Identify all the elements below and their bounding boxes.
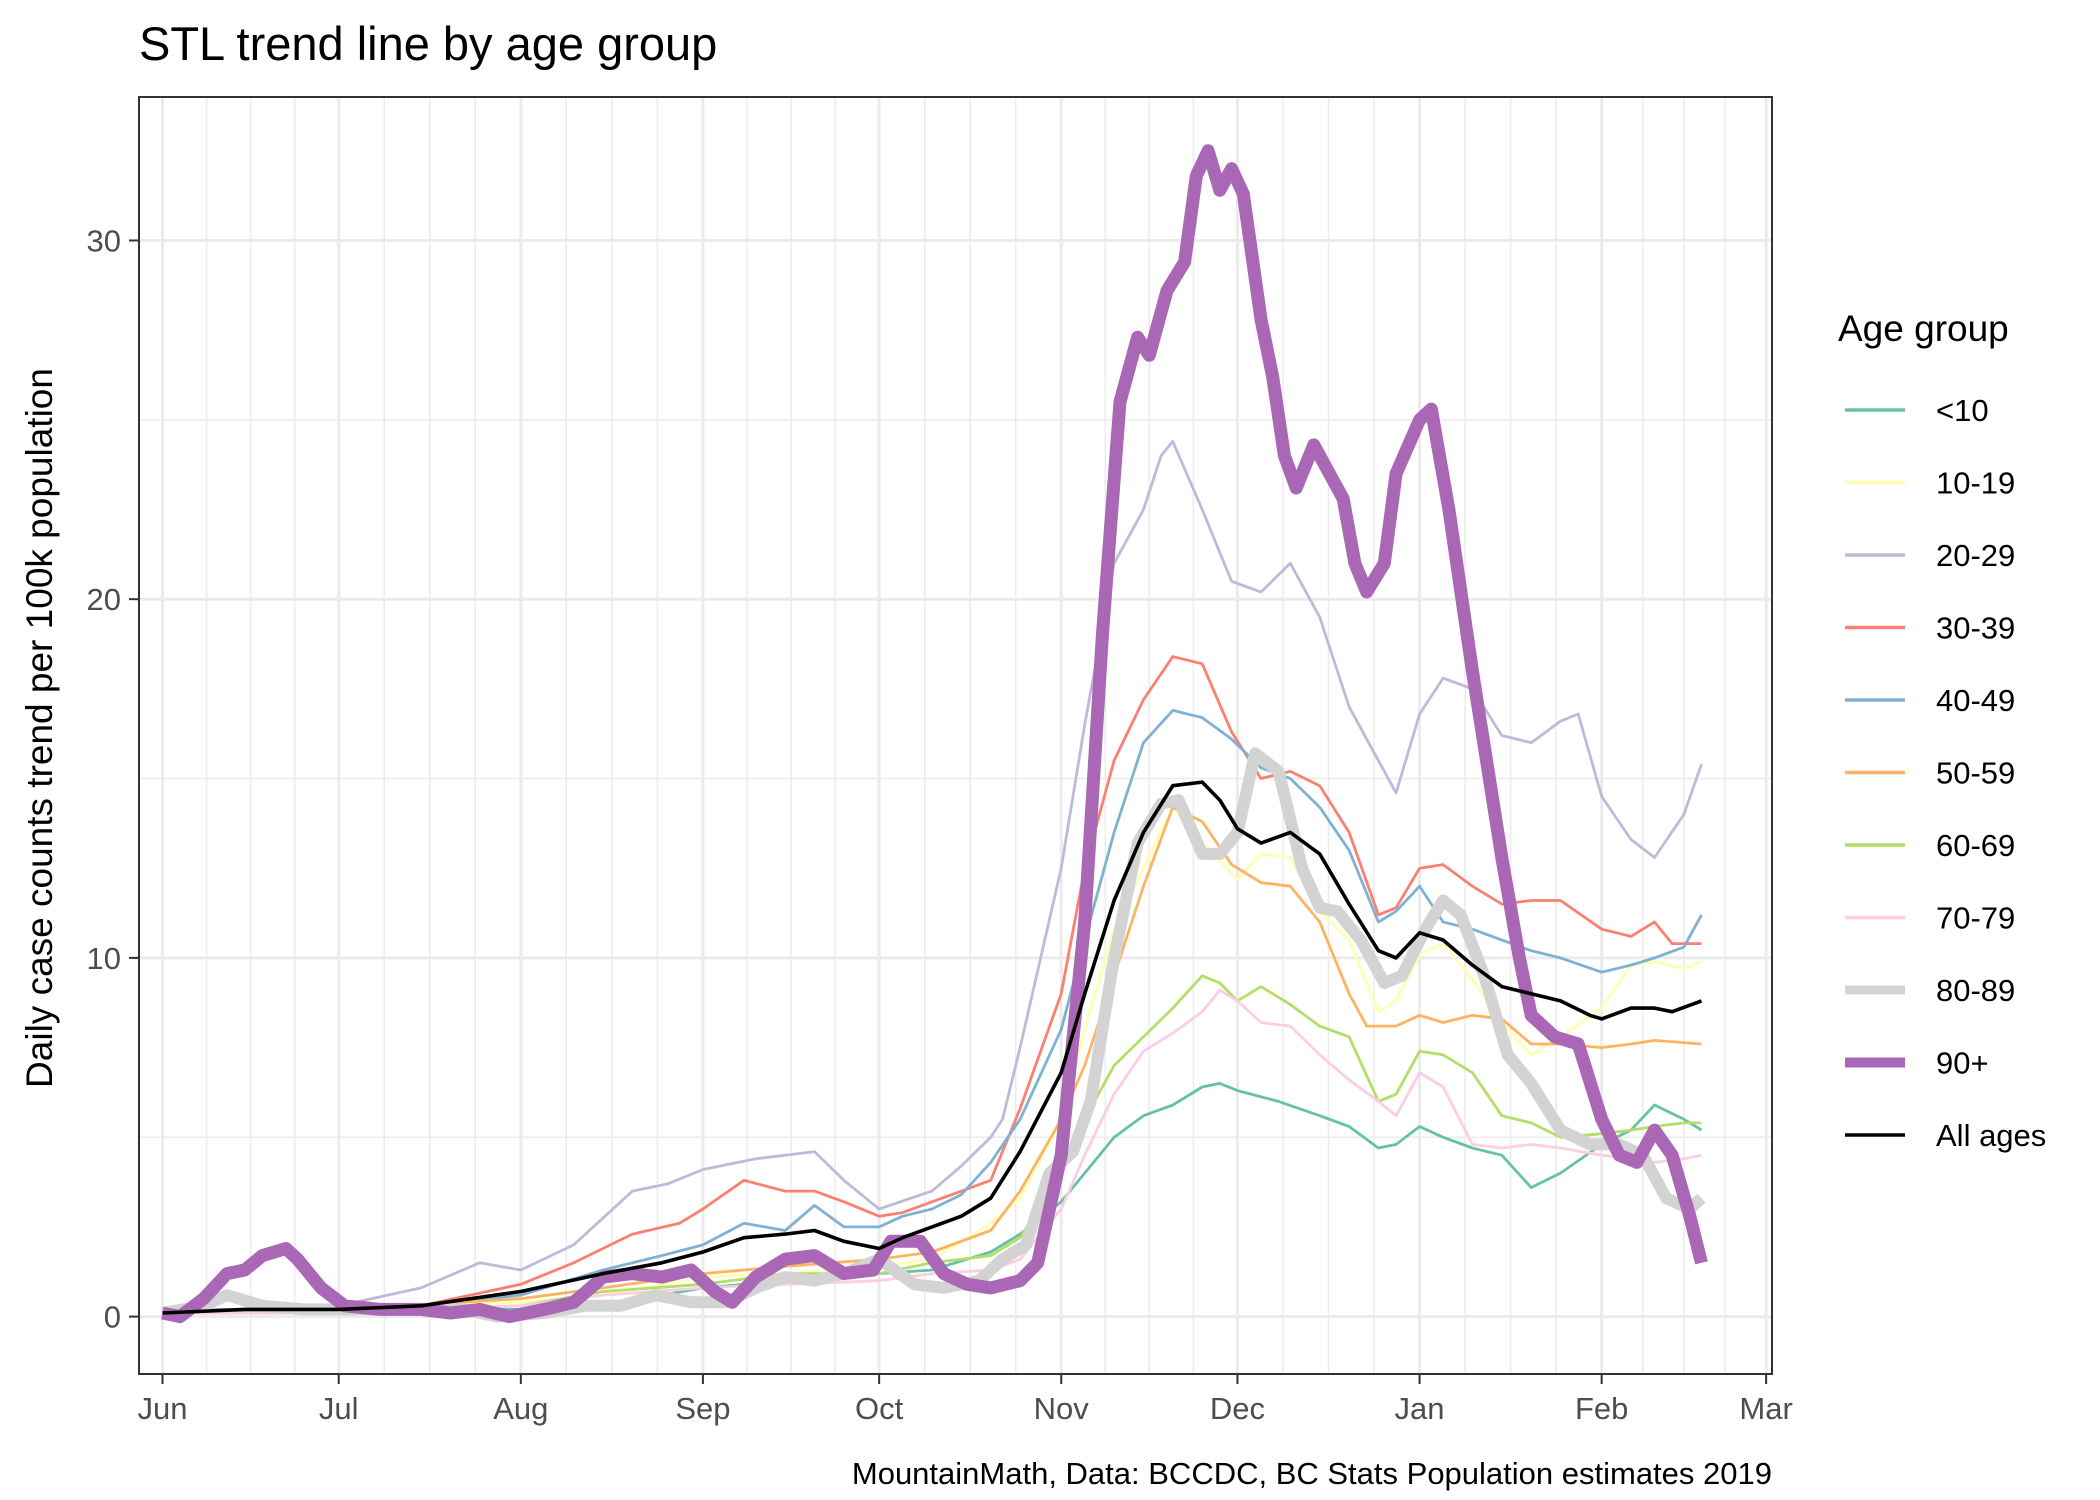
x-axis: Jun Jul Aug Sep Oct Nov Dec Jan Feb Mar [138, 1374, 1793, 1426]
legend-item-under-10: <10 [1845, 393, 1989, 428]
legend-item-70-79: 70-79 [1845, 901, 2015, 936]
legend-label: <10 [1936, 393, 1989, 428]
series-line-70-79 [162, 988, 1702, 1315]
series-line-all-ages [162, 780, 1703, 1315]
legend-label: 40-49 [1936, 683, 2015, 718]
y-axis: 0 10 20 30 [87, 223, 139, 1335]
x-tick-label: Mar [1739, 1391, 1792, 1426]
series-line-90 [161, 144, 1708, 1324]
legend-label: 50-59 [1936, 756, 2015, 791]
y-tick-label: 0 [104, 1300, 121, 1335]
y-tick-label: 30 [87, 223, 121, 258]
legend-item-40-49: 40-49 [1845, 683, 2015, 718]
legend-item-20-29: 20-29 [1845, 538, 2015, 573]
legend-label: 70-79 [1936, 901, 2015, 936]
legend-label: 10-19 [1936, 466, 2015, 501]
legend-item-30-39: 30-39 [1845, 611, 2015, 646]
plot-border [138, 96, 1773, 1375]
y-tick-label: 20 [87, 582, 121, 617]
y-axis-title: Daily case counts trend per 100k populat… [19, 368, 60, 1088]
x-tick-label: Jul [319, 1391, 359, 1426]
legend-item-10-19: 10-19 [1845, 466, 2015, 501]
chart-caption: MountainMath, Data: BCCDC, BC Stats Popu… [852, 1456, 1772, 1491]
x-tick-label: Feb [1575, 1391, 1628, 1426]
chart-title: STL trend line by age group [139, 17, 717, 70]
legend-item-90: 90+ [1845, 1046, 1989, 1081]
legend-item-50-59: 50-59 [1845, 756, 2015, 791]
legend-label: 90+ [1936, 1046, 1989, 1081]
series-line-20-29 [162, 440, 1703, 1311]
legend-label: 20-29 [1936, 538, 2015, 573]
legend-item-all-ages: All ages [1845, 1118, 2046, 1153]
x-tick-label: Jun [138, 1391, 188, 1426]
legend-label: 30-39 [1936, 611, 2015, 646]
x-tick-label: Oct [855, 1391, 904, 1426]
legend-label: 60-69 [1936, 828, 2015, 863]
legend-label: All ages [1936, 1118, 2046, 1153]
legend: Age group <10 10-19 20-29 30-39 40-49 50-59 60… [1838, 308, 2046, 1153]
legend-label: 80-89 [1936, 973, 2015, 1008]
legend-title: Age group [1838, 308, 2009, 349]
x-tick-label: Jan [1395, 1391, 1445, 1426]
series-line-10 [162, 1082, 1703, 1315]
x-tick-label: Aug [493, 1391, 548, 1426]
legend-item-60-69: 60-69 [1845, 828, 2015, 863]
x-tick-label: Nov [1034, 1391, 1090, 1426]
x-tick-label: Dec [1210, 1391, 1265, 1426]
y-tick-label: 10 [87, 941, 121, 976]
legend-item-80-89: 80-89 [1845, 973, 2015, 1008]
series-layer [161, 144, 1708, 1324]
x-tick-label: Sep [675, 1391, 730, 1426]
